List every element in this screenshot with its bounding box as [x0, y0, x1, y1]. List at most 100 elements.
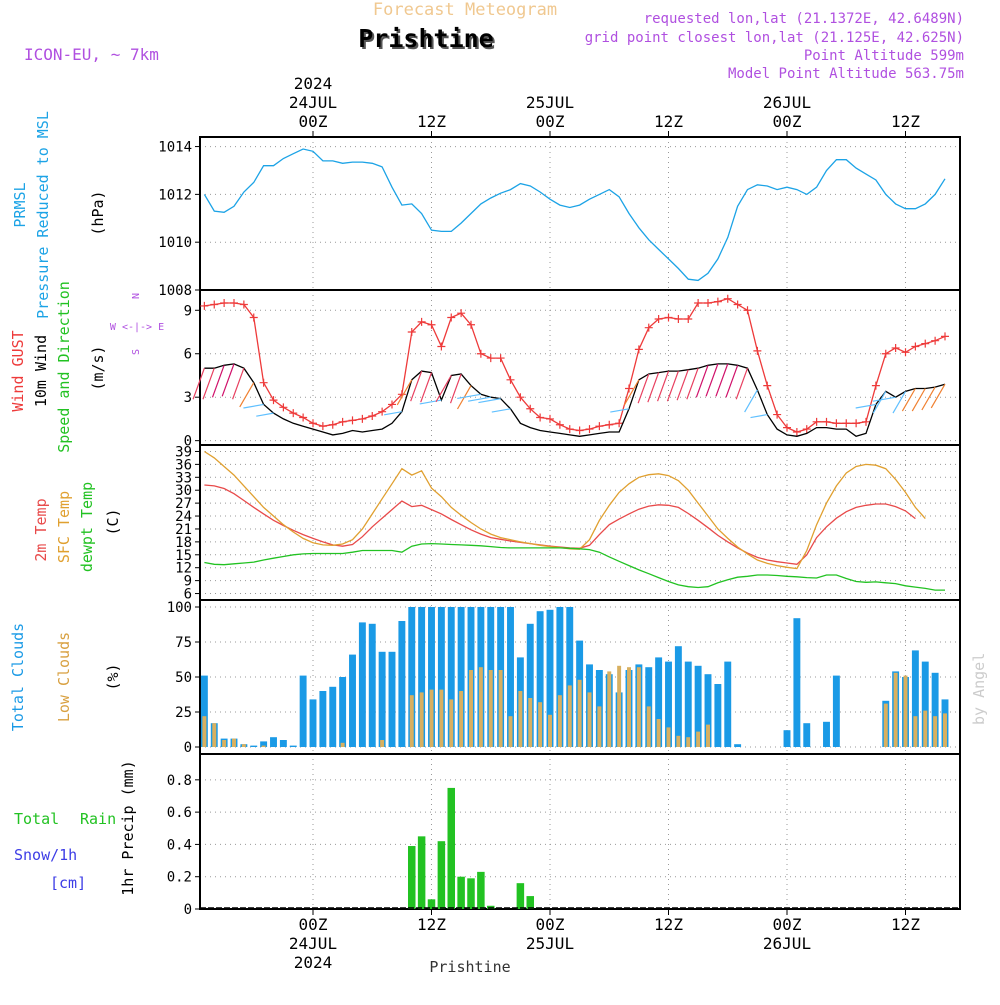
wind-arrow: [705, 363, 719, 397]
y-tick-label: 6: [184, 587, 192, 603]
gust-marker: [674, 314, 683, 323]
panel-frame: [199, 753, 961, 910]
y-tick-label: 27: [175, 496, 192, 512]
gust-marker: [427, 320, 436, 329]
gust-marker: [476, 349, 485, 358]
gust-marker: [378, 407, 387, 416]
wind-arrow: [911, 388, 926, 412]
wind-arrow: [457, 393, 481, 400]
wind-arrow: [449, 373, 462, 404]
low-cloud-bar: [498, 670, 503, 747]
gust-marker: [605, 420, 614, 429]
compass-south: S: [131, 349, 142, 355]
model-label: ICON-EU, ~ 7km: [24, 45, 159, 64]
gust-marker: [546, 414, 554, 423]
total-cloud-bar: [200, 675, 208, 747]
bottom-tick-label: 12Z: [417, 915, 446, 934]
total-cloud-bar: [457, 607, 465, 747]
gust-marker: [368, 412, 377, 421]
gust-marker: [625, 384, 633, 393]
gust-marker: [713, 297, 722, 306]
low-cloud-bar: [538, 702, 543, 747]
low-cloud-bar: [646, 706, 651, 747]
gust-marker: [743, 306, 752, 315]
gust-marker: [654, 314, 663, 323]
rain-bar: [457, 876, 465, 909]
plot-area: 1008101010121014036969121518212427303336…: [158, 136, 961, 918]
footer-location: Prishtine: [429, 958, 510, 976]
wind-label-2: 10m Wind: [32, 335, 50, 407]
low-cloud-bar: [656, 719, 661, 747]
wind-arrow: [467, 396, 491, 402]
low-cloud-bar: [923, 710, 928, 747]
low-cloud-bar: [607, 671, 612, 747]
total-cloud-bar: [556, 607, 564, 747]
low-cloud-bar: [666, 727, 671, 747]
rain-bar: [417, 836, 426, 909]
top-tick-label: 24JUL: [289, 93, 337, 112]
total-cloud-bar: [437, 607, 445, 747]
gust-marker: [941, 332, 949, 341]
bottom-tick-label: 12Z: [654, 915, 683, 934]
y-tick-label: 18: [175, 535, 192, 551]
low-cloud-bar: [577, 679, 582, 747]
wind-arrow: [211, 365, 225, 398]
precip-rain: Rain: [80, 810, 116, 828]
rain-bar: [526, 896, 535, 909]
wind-arrow: [735, 368, 749, 400]
wind-label-3: Speed and Direction: [55, 281, 73, 453]
y-tick-label: 39: [175, 444, 192, 460]
low-cloud-bar: [903, 675, 908, 747]
gust-marker: [773, 410, 782, 419]
gust-marker: [832, 419, 841, 428]
gust-marker: [842, 419, 851, 428]
total-cloud-bar: [694, 665, 702, 747]
wind-arrow: [715, 363, 729, 397]
total-cloud-bar: [655, 657, 663, 747]
top-tick-label: 26JUL: [763, 93, 811, 112]
bottom-tick-label: 26JUL: [763, 934, 811, 953]
wind-arrow: [384, 411, 402, 416]
total-cloud-bar: [358, 622, 366, 747]
y-tick-label: 0.2: [167, 870, 192, 886]
y-tick-label: 21: [175, 522, 192, 538]
low-cloud-bar: [232, 738, 236, 747]
precip-labels: Total Rain Snow/1h [cm] 1hr Precip (mm): [14, 760, 137, 895]
total-cloud-bar: [428, 607, 435, 747]
wind-arrow: [256, 412, 274, 417]
gust-marker: [792, 427, 801, 436]
total-cloud-bar: [911, 650, 919, 747]
wind-arrow: [202, 368, 215, 400]
wind-arrow: [637, 373, 650, 404]
gust-marker: [536, 413, 545, 422]
y-tick-label: 0: [184, 740, 192, 756]
y-tick-label: 0.4: [167, 837, 192, 853]
wind-line: [204, 363, 946, 438]
gust-marker: [694, 299, 703, 308]
pressure-labels: PRMSL Pressure Reduced to MSL (hPa): [11, 111, 107, 319]
gust-marker: [358, 414, 367, 423]
wind-arrow: [855, 403, 876, 409]
gust-line: [204, 297, 946, 433]
wind-arrow: [192, 368, 205, 400]
point-altitude: Point Altitude 599m: [804, 48, 964, 64]
gust-marker: [269, 396, 278, 405]
wind-arrow: [725, 365, 739, 398]
total-cloud-bar: [724, 661, 732, 747]
temp-label-1: 2m Temp: [32, 498, 50, 561]
wind-arrow: [232, 368, 245, 400]
gust-marker: [506, 375, 515, 384]
top-tick-label: 12Z: [654, 112, 683, 131]
top-tick-label: 25JUL: [526, 93, 574, 112]
gust-marker: [467, 320, 475, 329]
low-cloud-bar: [439, 689, 444, 747]
panel-clouds: 0 25 50 75 100: [167, 599, 961, 756]
y-tick-label: 9: [184, 303, 192, 319]
low-cloud-bar: [261, 745, 266, 747]
wind-arrow: [666, 370, 679, 402]
gust-marker: [447, 313, 456, 322]
total-cloud-bar: [674, 646, 682, 747]
total-cloud-bar: [793, 618, 801, 747]
wind-label-1: Wind GUST: [9, 330, 27, 411]
